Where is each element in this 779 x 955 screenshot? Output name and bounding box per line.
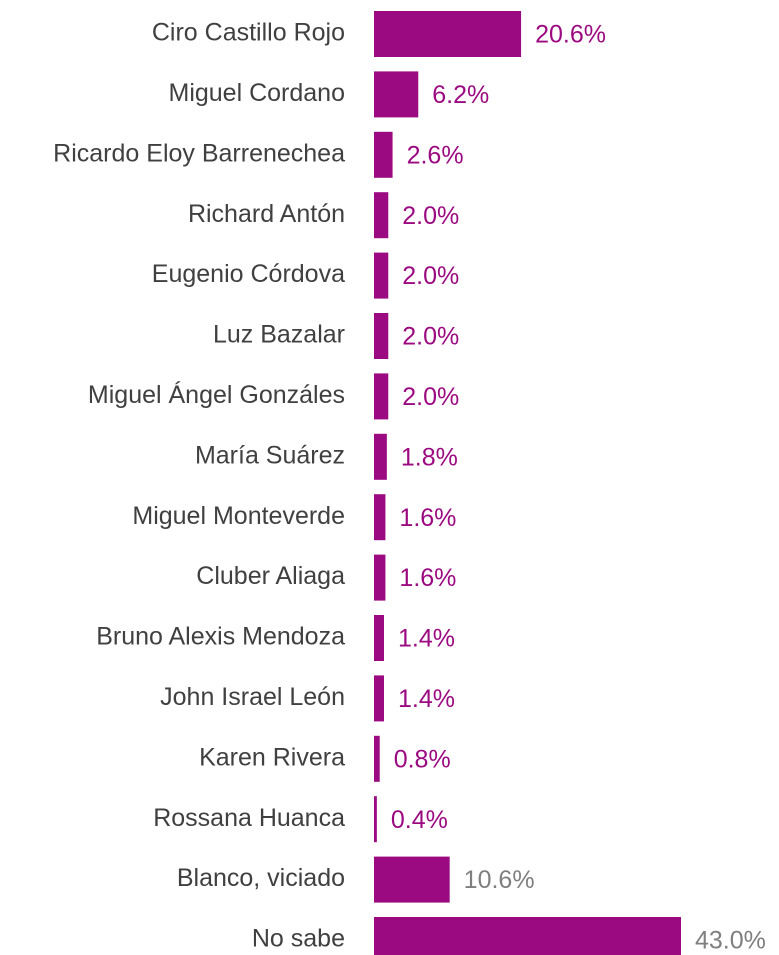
value-label: 1.8% bbox=[401, 443, 458, 471]
category-label: Cluber Aliaga bbox=[196, 562, 345, 590]
bar bbox=[374, 433, 387, 480]
value-label: 10.6% bbox=[464, 866, 535, 894]
value-label: 1.4% bbox=[398, 625, 455, 653]
value-label: 0.4% bbox=[391, 806, 448, 834]
value-label: 20.6% bbox=[535, 21, 606, 49]
bar bbox=[374, 494, 386, 541]
value-label: 2.6% bbox=[407, 141, 464, 169]
category-label: No sabe bbox=[252, 925, 345, 953]
bar bbox=[374, 71, 419, 118]
category-label: Richard Antón bbox=[188, 200, 345, 228]
bar bbox=[374, 917, 681, 955]
category-label: Blanco, viciado bbox=[177, 864, 345, 892]
value-label: 2.0% bbox=[402, 383, 459, 411]
bar bbox=[374, 796, 377, 843]
category-label: Miguel Monteverde bbox=[132, 502, 345, 530]
category-label: Luz Bazalar bbox=[213, 321, 345, 349]
category-label: Ricardo Eloy Barrenechea bbox=[53, 139, 345, 167]
category-label: Miguel Cordano bbox=[169, 79, 346, 107]
bar bbox=[374, 252, 389, 299]
bar bbox=[374, 856, 450, 903]
category-label: Bruno Alexis Mendoza bbox=[96, 623, 345, 651]
category-label: Rossana Huanca bbox=[153, 804, 345, 832]
value-label: 2.0% bbox=[402, 323, 459, 351]
value-label: 0.8% bbox=[394, 745, 451, 773]
value-label: 1.4% bbox=[398, 685, 455, 713]
bar bbox=[374, 735, 380, 782]
value-label: 6.2% bbox=[432, 81, 489, 109]
bar bbox=[374, 192, 389, 239]
category-label: John Israel León bbox=[160, 683, 345, 711]
bar bbox=[374, 675, 384, 722]
category-label: Miguel Ángel Gonzáles bbox=[88, 380, 345, 409]
category-label: Karen Rivera bbox=[199, 743, 345, 771]
value-label: 43.0% bbox=[695, 927, 766, 955]
value-label: 2.0% bbox=[402, 262, 459, 290]
value-label: 2.0% bbox=[402, 202, 459, 230]
value-label: 1.6% bbox=[399, 564, 456, 592]
category-label: María Suárez bbox=[195, 441, 345, 469]
category-label: Eugenio Córdova bbox=[152, 260, 345, 288]
bar bbox=[374, 11, 522, 57]
bar bbox=[374, 313, 389, 359]
bar bbox=[374, 615, 384, 661]
value-label: 1.6% bbox=[399, 504, 456, 532]
bar bbox=[374, 554, 386, 601]
bar bbox=[374, 373, 389, 420]
category-label: Ciro Castillo Rojo bbox=[152, 19, 345, 47]
bar bbox=[374, 131, 393, 178]
